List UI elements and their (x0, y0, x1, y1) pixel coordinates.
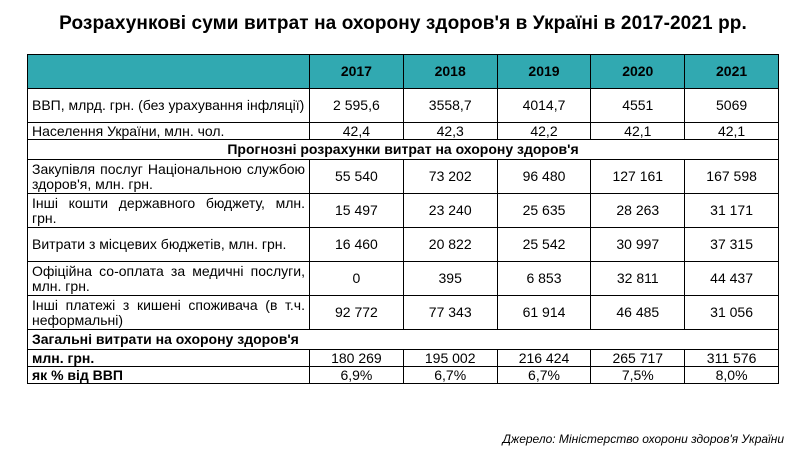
cell-value: 395 (402, 261, 498, 296)
table-row-total-uah: млн. грн. 180 269 195 002 216 424 265 71… (27, 349, 779, 367)
cell-value: 31 171 (684, 193, 779, 228)
section-row-total: Загальні витрати на охорону здоров'я (27, 329, 779, 350)
cell-value: 216 424 (496, 349, 592, 367)
cell-value: 42,1 (684, 122, 779, 140)
row-label: Інші платежі з кишені споживача (в т.ч. … (27, 295, 310, 330)
cell-value: 195 002 (402, 349, 498, 367)
cell-value: 25 542 (496, 227, 592, 262)
header-year-2020: 2020 (590, 54, 686, 89)
cell-value: 265 717 (590, 349, 686, 367)
row-label: Закупівля послуг Національною службою зд… (27, 159, 310, 194)
cell-value: 5069 (684, 88, 779, 123)
cell-value: 25 635 (496, 193, 592, 228)
cell-value: 6 853 (496, 261, 592, 296)
cell-value: 20 822 (402, 227, 498, 262)
table-row-other-state-budget: Інші кошти державного бюджету, млн. грн.… (27, 193, 779, 228)
cell-value: 6,7% (496, 366, 592, 384)
page-title: Розрахункові суми витрат на охорону здор… (59, 13, 747, 34)
cell-value: 3558,7 (402, 88, 498, 123)
table-row-out-of-pocket: Інші платежі з кишені споживача (в т.ч. … (27, 295, 779, 330)
cell-value: 16 460 (309, 227, 404, 262)
row-label: Витрати з місцевих бюджетів, млн. грн. (27, 227, 310, 262)
cell-value: 7,5% (590, 366, 686, 384)
cell-value: 30 997 (590, 227, 686, 262)
cell-value: 42,4 (309, 122, 404, 140)
section-row-forecast: Прогнозні розрахунки витрат на охорону з… (27, 139, 779, 160)
cell-value: 42,2 (496, 122, 592, 140)
table-row-local-budgets: Витрати з місцевих бюджетів, млн. грн. 1… (27, 227, 779, 262)
cell-value: 96 480 (496, 159, 592, 194)
cell-value: 4014,7 (496, 88, 592, 123)
cell-value: 127 161 (590, 159, 686, 194)
cell-value: 37 315 (684, 227, 779, 262)
section-heading-total: Загальні витрати на охорону здоров'я (27, 329, 779, 350)
cell-value: 61 914 (496, 295, 592, 330)
header-year-2021: 2021 (684, 54, 779, 89)
row-label: Офіційна со-оплата за медичні послуги, м… (27, 261, 310, 296)
cell-value: 4551 (590, 88, 686, 123)
cell-value: 167 598 (684, 159, 779, 194)
header-year-2018: 2018 (402, 54, 498, 89)
cell-value: 23 240 (402, 193, 498, 228)
cell-value: 15 497 (309, 193, 404, 228)
table-header-row: 2017 2018 2019 2020 2021 (27, 54, 779, 89)
cell-value: 8,0% (684, 366, 779, 384)
cell-value: 42,1 (590, 122, 686, 140)
table-row-population: Населення України, млн. чол. 42,4 42,3 4… (27, 122, 779, 140)
cell-value: 6,9% (309, 366, 404, 384)
header-corner-cell (27, 54, 310, 89)
row-label: як % від ВВП (27, 366, 310, 384)
cell-value: 31 056 (684, 295, 779, 330)
cell-value: 42,3 (402, 122, 498, 140)
row-label: млн. грн. (27, 349, 310, 367)
row-label: Населення України, млн. чол. (27, 122, 310, 140)
cell-value: 6,7% (402, 366, 498, 384)
source-note: Джерело: Міністерство охорони здоров'я У… (502, 432, 784, 446)
cell-value: 46 485 (590, 295, 686, 330)
cell-value: 0 (309, 261, 404, 296)
table-row-official-copayment: Офіційна со-оплата за медичні послуги, м… (27, 261, 779, 296)
health-expenditure-table: 2017 2018 2019 2020 2021 ВВП, млрд. грн.… (27, 54, 779, 384)
cell-value: 92 772 (309, 295, 404, 330)
cell-value: 28 263 (590, 193, 686, 228)
header-year-2019: 2019 (496, 54, 592, 89)
cell-value: 55 540 (309, 159, 404, 194)
table-row-gdp: ВВП, млрд. грн. (без урахування інфляції… (27, 88, 779, 123)
cell-value: 44 437 (684, 261, 779, 296)
row-label: ВВП, млрд. грн. (без урахування інфляції… (27, 88, 310, 123)
cell-value: 77 343 (402, 295, 498, 330)
cell-value: 180 269 (309, 349, 404, 367)
cell-value: 73 202 (402, 159, 498, 194)
row-label: Інші кошти державного бюджету, млн. грн. (27, 193, 310, 228)
table-row-nhsu-purchases: Закупівля послуг Національною службою зд… (27, 159, 779, 194)
section-heading-forecast: Прогнозні розрахунки витрат на охорону з… (27, 139, 779, 160)
cell-value: 2 595,6 (309, 88, 404, 123)
header-year-2017: 2017 (309, 54, 404, 89)
cell-value: 32 811 (590, 261, 686, 296)
table-row-total-percent-gdp: як % від ВВП 6,9% 6,7% 6,7% 7,5% 8,0% (27, 366, 779, 384)
cell-value: 311 576 (684, 349, 779, 367)
